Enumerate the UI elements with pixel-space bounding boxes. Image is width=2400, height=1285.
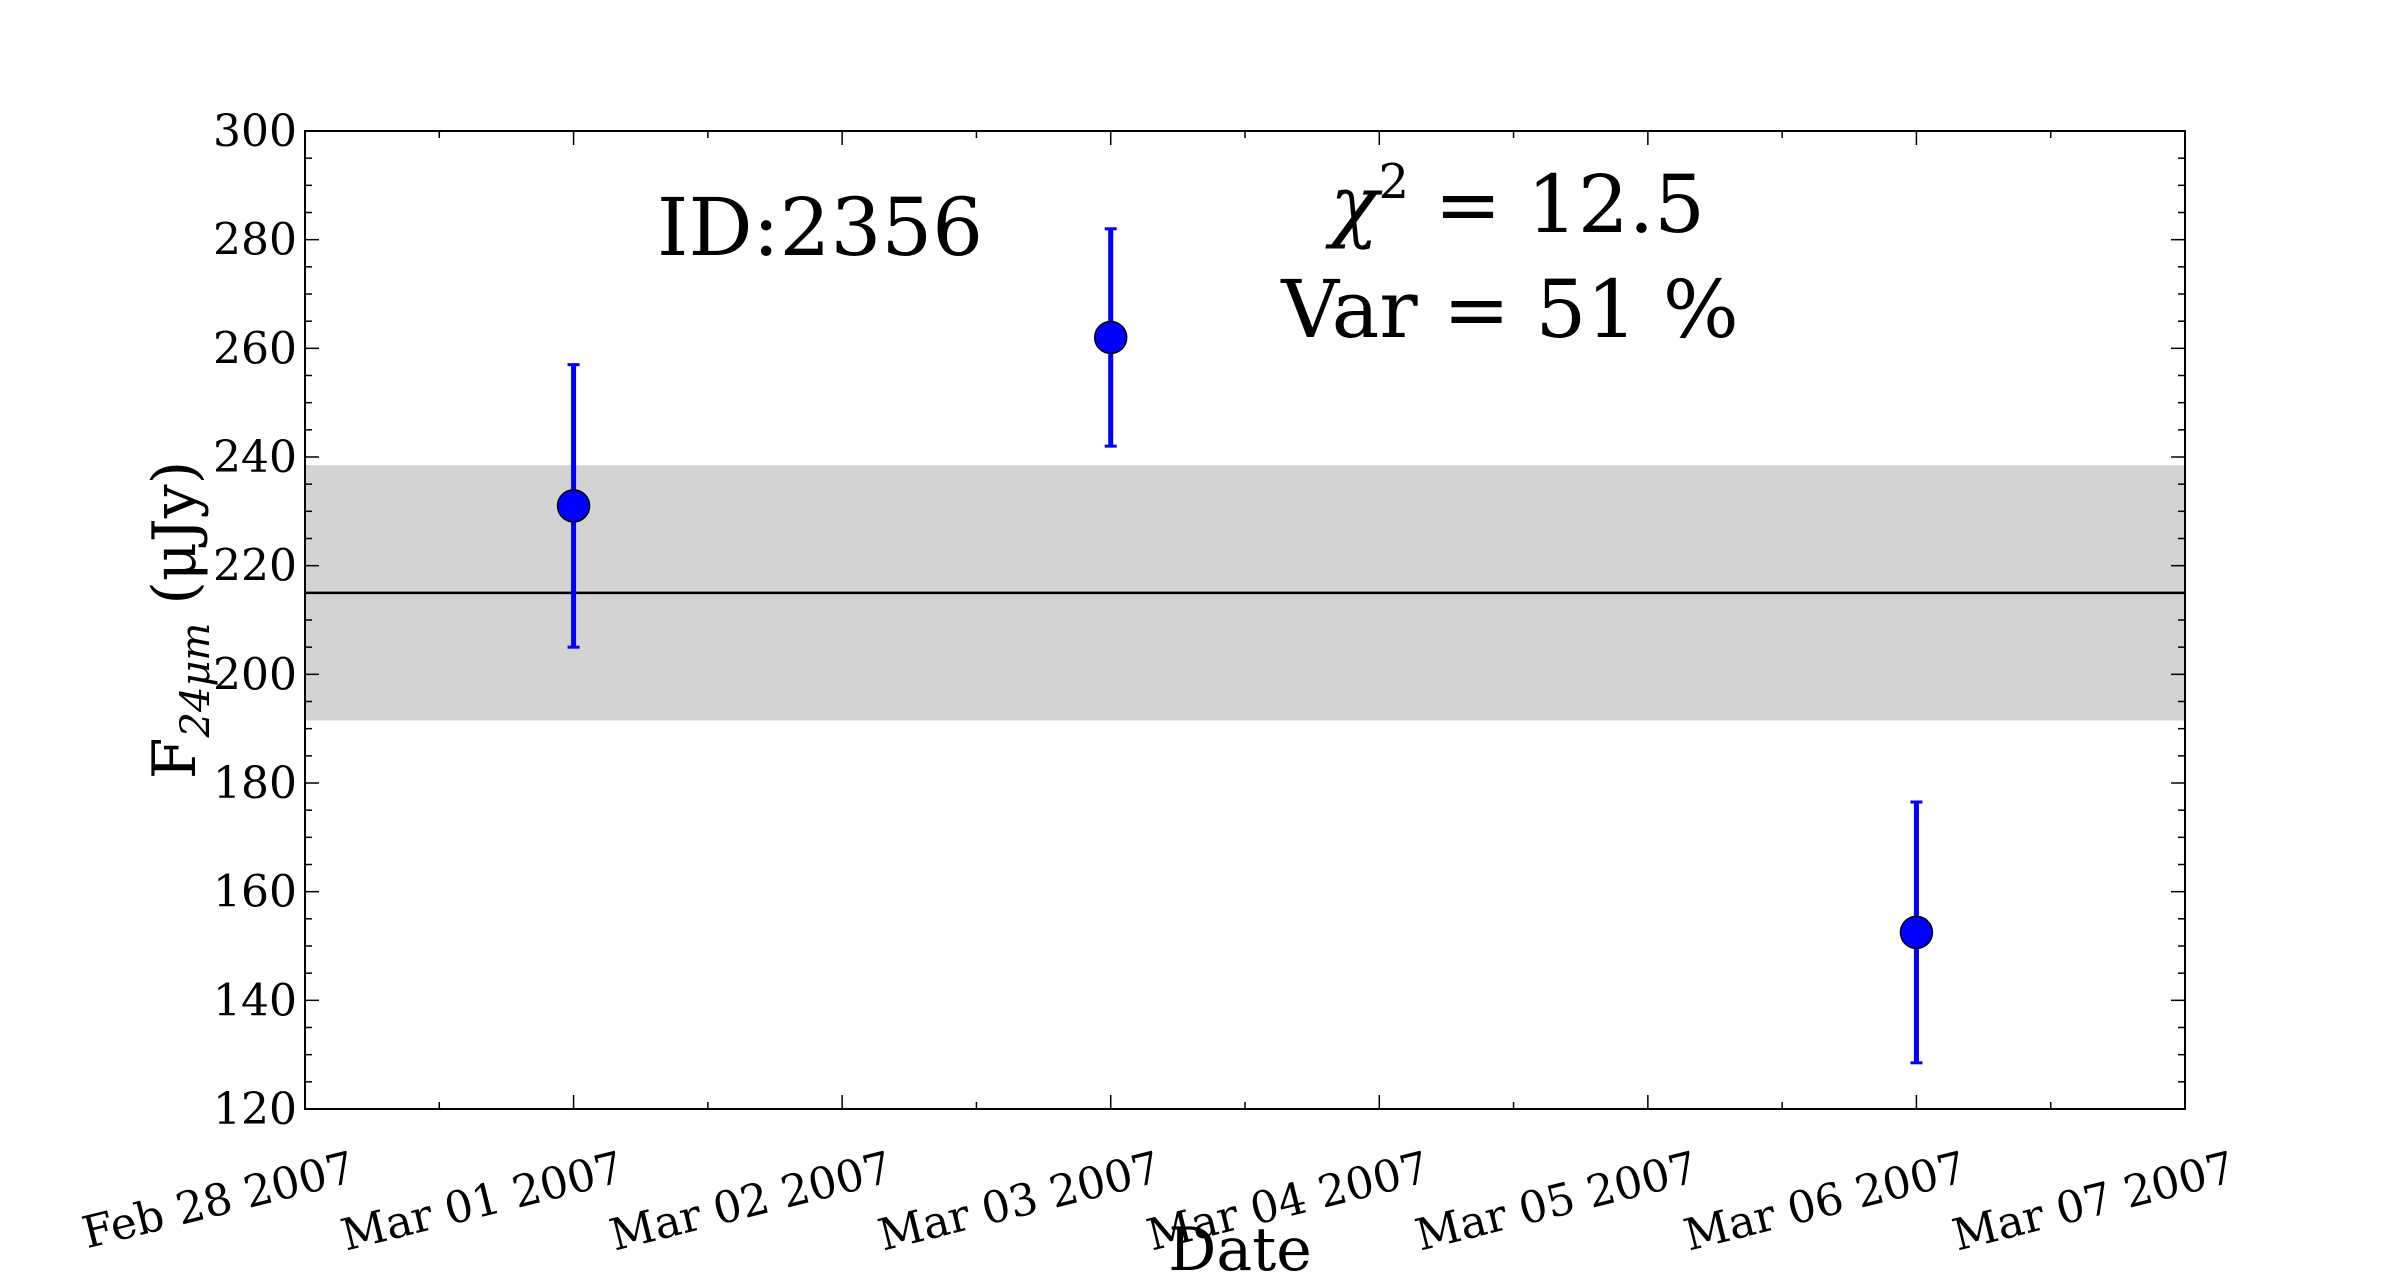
y-tick-label: 260: [213, 323, 297, 374]
chi2-annotation: χ2 = 12.5: [1325, 154, 1705, 251]
data-point: [1899, 915, 1934, 950]
y-tick-label: 240: [213, 432, 297, 483]
x-tick-label: Feb 28 2007: [77, 1142, 359, 1259]
x-tick-label: Mar 01 2007: [336, 1142, 628, 1261]
y-tick-label: 180: [213, 758, 297, 809]
chi2-power: 2: [1378, 154, 1409, 210]
y-label-main: F: [140, 737, 210, 779]
x-tick-label: Mar 02 2007: [605, 1142, 897, 1261]
x-tick-label: Mar 06 2007: [1679, 1142, 1971, 1261]
y-axis-label: F24μm (μJy): [140, 461, 219, 779]
y-tick-label: 220: [213, 541, 297, 592]
y-tick-label: 200: [213, 649, 297, 700]
data-point: [556, 489, 591, 523]
y-label-unit: (μJy): [140, 461, 210, 605]
x-tick-label: Mar 03 2007: [873, 1142, 1165, 1261]
var-annotation: Var = 51 %: [1280, 263, 1739, 356]
y-tick-label: 280: [213, 215, 297, 266]
x-axis-label: Date: [1168, 1215, 1312, 1285]
chi2-symbol: χ: [1325, 158, 1383, 251]
y-tick-label: 120: [213, 1084, 297, 1135]
x-tick-label: Mar 07 2007: [1948, 1142, 2240, 1261]
y-tick-label: 160: [213, 867, 297, 918]
data-point-group: [556, 363, 591, 649]
id-annotation: ID:2356: [657, 181, 983, 274]
data-point-group: [1899, 800, 1934, 1065]
data-point-group: [1093, 227, 1128, 448]
data-point: [1093, 320, 1128, 355]
y-label-subscript: 24μm: [173, 623, 219, 739]
x-tick-label: Mar 05 2007: [1410, 1142, 1702, 1261]
chi2-value: = 12.5: [1409, 158, 1705, 251]
y-tick-label: 300: [213, 106, 297, 157]
y-tick-label: 140: [213, 975, 297, 1026]
